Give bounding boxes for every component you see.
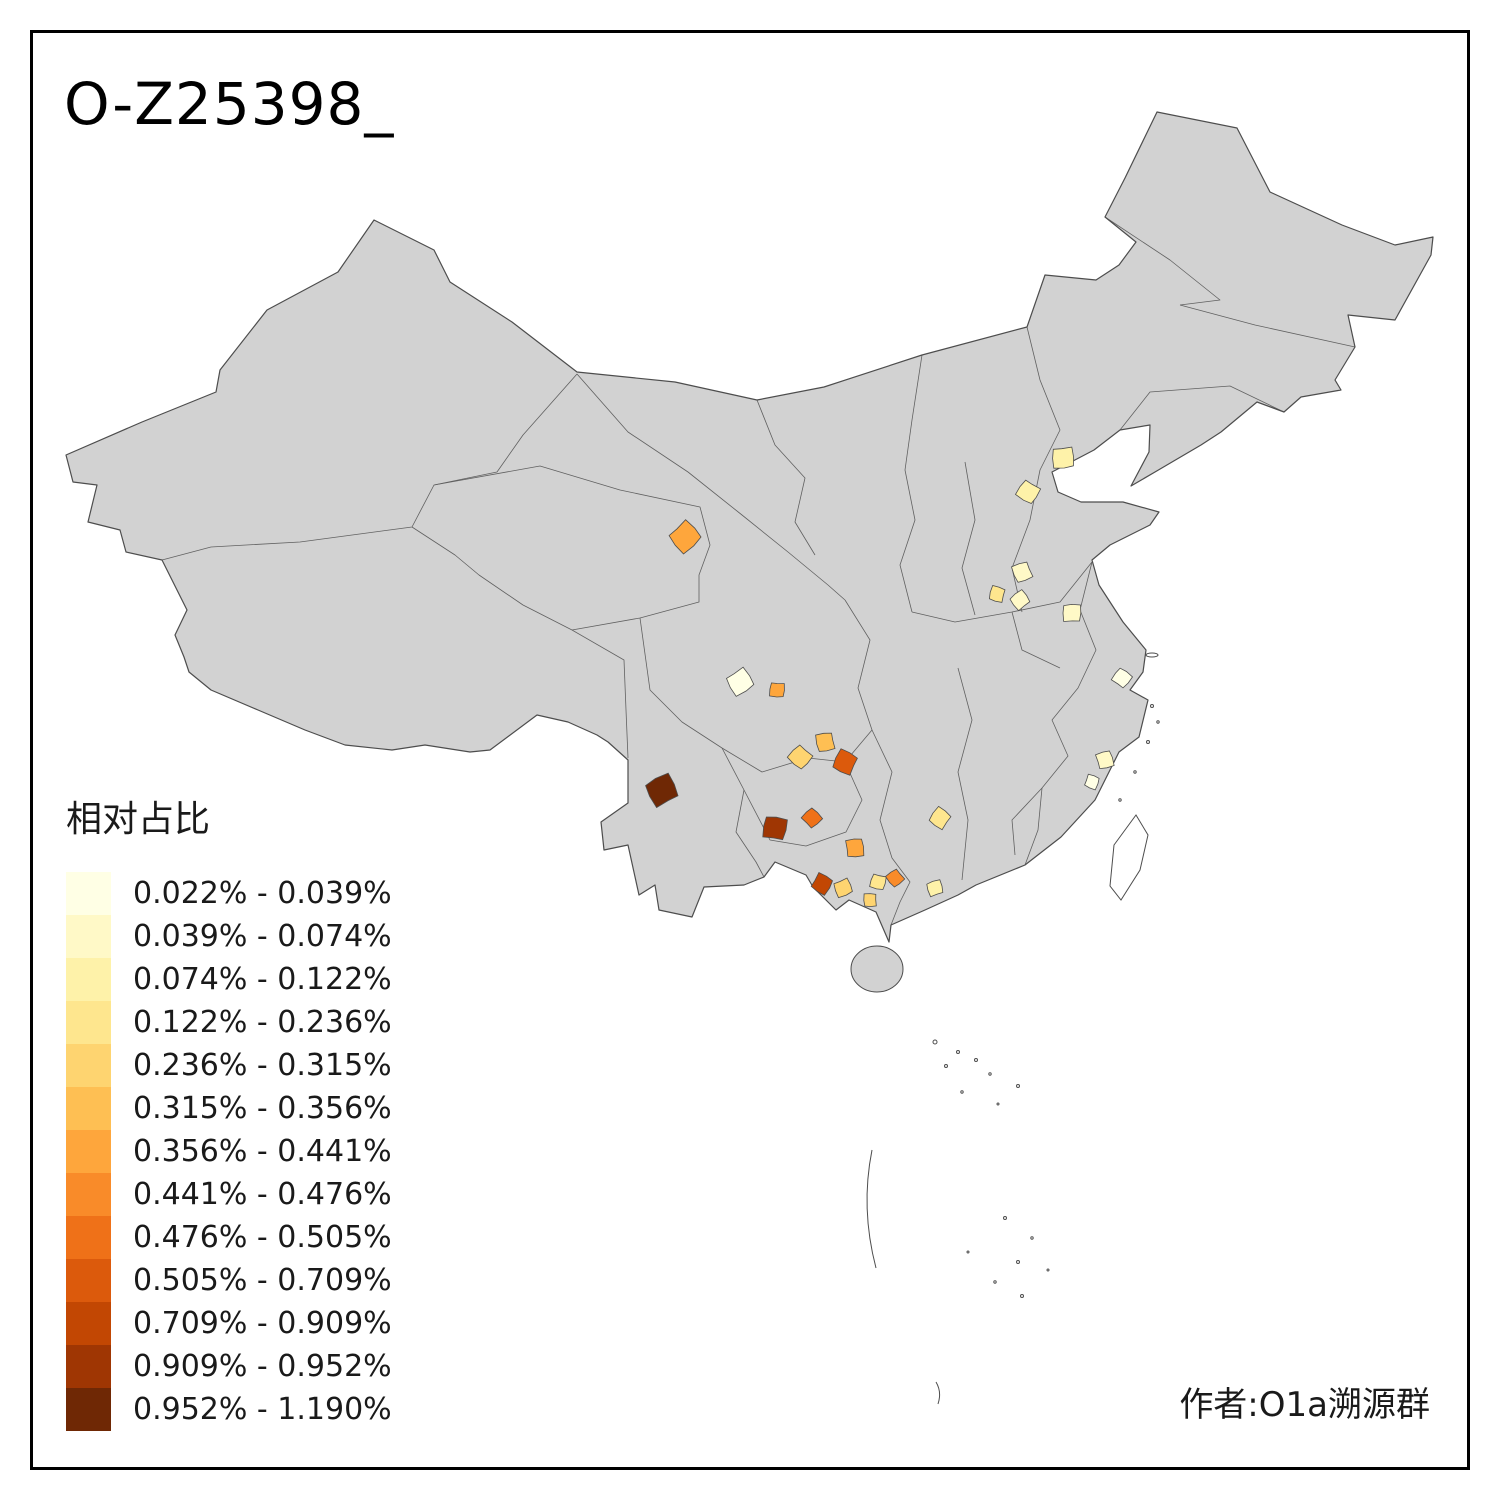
map-region: [645, 772, 679, 809]
legend-swatch: [66, 958, 111, 1001]
legend-swatch: [66, 1302, 111, 1345]
map-region: [786, 744, 814, 770]
legend-item: 0.122% - 0.236%: [66, 1001, 392, 1044]
map-region: [1014, 479, 1042, 504]
legend: 相对占比 0.022% - 0.039% 0.039% - 0.074% 0.074…: [66, 790, 392, 1431]
legend-swatch: [66, 1044, 111, 1087]
legend-label: 0.315% - 0.356%: [133, 1091, 392, 1126]
legend-item: 0.441% - 0.476%: [66, 1173, 392, 1216]
map-region: [833, 877, 853, 899]
legend-title: 相对占比: [66, 799, 211, 840]
map-region: [668, 519, 702, 555]
legend-item: 0.039% - 0.074%: [66, 915, 392, 958]
legend-item: 0.356% - 0.441%: [66, 1130, 392, 1173]
map-region: [762, 816, 788, 841]
legend-label: 0.236% - 0.315%: [133, 1048, 392, 1083]
legend-label: 0.122% - 0.236%: [133, 1005, 392, 1040]
legend-swatch: [66, 1130, 111, 1173]
map-region: [725, 666, 755, 697]
legend-label: 0.039% - 0.074%: [133, 919, 392, 954]
colored-regions: [645, 446, 1134, 908]
map-region: [1084, 773, 1100, 791]
legend-swatch: [66, 1345, 111, 1388]
legend-label: 0.505% - 0.709%: [133, 1263, 392, 1298]
legend-swatch: [66, 1087, 111, 1130]
legend-item: 0.022% - 0.039%: [66, 872, 392, 915]
legend-item: 0.236% - 0.315%: [66, 1044, 392, 1087]
taiwan-island: [1109, 814, 1149, 901]
map-region: [1110, 667, 1134, 689]
legend-swatch: [66, 915, 111, 958]
map-region: [769, 682, 785, 698]
map-region: [845, 838, 865, 858]
legend-swatch: [66, 1001, 111, 1044]
legend-label: 0.476% - 0.505%: [133, 1220, 392, 1255]
legend-item: 0.909% - 0.952%: [66, 1345, 392, 1388]
legend-label: 0.441% - 0.476%: [133, 1177, 392, 1212]
map-region: [863, 893, 877, 908]
legend-item: 0.709% - 0.909%: [66, 1302, 392, 1345]
map-region: [869, 873, 887, 890]
map-region: [1062, 603, 1082, 622]
legend-item: 0.074% - 0.122%: [66, 958, 392, 1001]
legend-label: 0.709% - 0.909%: [133, 1306, 392, 1341]
legend-swatch: [66, 1388, 111, 1431]
map-region: [928, 805, 952, 831]
legend-label: 0.074% - 0.122%: [133, 962, 392, 997]
legend-label: 0.952% - 1.190%: [133, 1392, 392, 1427]
map-region: [988, 585, 1006, 603]
map-region: [926, 879, 944, 898]
map-region: [1052, 446, 1075, 469]
legend-swatch: [66, 1216, 111, 1259]
legend-label: 0.356% - 0.441%: [133, 1134, 392, 1169]
legend-item: 0.952% - 1.190%: [66, 1388, 392, 1431]
page-title: O-Z25398_: [64, 70, 395, 138]
legend-swatch: [66, 872, 111, 915]
map-region: [1011, 561, 1034, 583]
map-region: [885, 868, 906, 888]
legend-items: 0.022% - 0.039% 0.039% - 0.074% 0.074% - 0…: [66, 872, 392, 1431]
map-region: [1094, 750, 1115, 770]
legend-item: 0.505% - 0.709%: [66, 1259, 392, 1302]
legend-item: 0.476% - 0.505%: [66, 1216, 392, 1259]
map-region: [800, 807, 824, 829]
legend-swatch: [66, 1259, 111, 1302]
legend-label: 0.909% - 0.952%: [133, 1349, 392, 1384]
hainan-island: [850, 945, 904, 993]
legend-label: 0.022% - 0.039%: [133, 876, 392, 911]
map-region: [815, 732, 836, 752]
sea-islets: [866, 652, 1160, 1405]
china-outline: [65, 111, 1434, 943]
map-region: [810, 871, 833, 896]
legend-item: 0.315% - 0.356%: [66, 1087, 392, 1130]
map-region: [1009, 589, 1031, 612]
attribution-text: 作者:O1a溯源群: [1179, 1385, 1430, 1425]
legend-swatch: [66, 1173, 111, 1216]
map-region: [832, 748, 858, 776]
